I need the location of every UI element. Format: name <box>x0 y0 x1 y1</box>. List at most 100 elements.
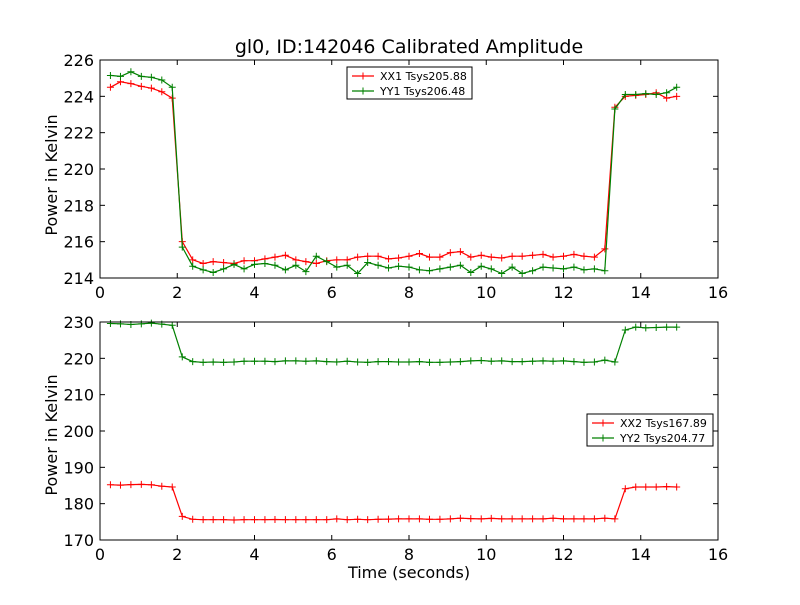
data-point <box>261 516 269 524</box>
data-point <box>302 258 310 266</box>
data-point <box>508 252 516 260</box>
data-point <box>549 253 557 261</box>
data-point <box>518 252 526 260</box>
y-tick-label: 224 <box>63 87 94 106</box>
data-point <box>292 516 300 524</box>
data-point <box>621 91 629 99</box>
data-point <box>539 515 547 523</box>
data-point <box>425 253 433 261</box>
data-point <box>116 72 124 80</box>
data-point <box>652 483 660 491</box>
data-point <box>611 358 619 366</box>
legend-entry-2: YY2 Tsys204.77 <box>592 432 705 445</box>
plot-top: 0 2 4 6 8 10 12 14 16 214 216 218 220 222 224 226 XX1 Ts… <box>63 51 728 302</box>
data-point <box>395 254 403 262</box>
x-tick-label: 8 <box>404 283 414 302</box>
data-point <box>518 269 526 277</box>
data-point <box>271 253 279 261</box>
data-point <box>395 262 403 270</box>
data-point <box>158 482 166 490</box>
data-point <box>106 83 114 91</box>
data-point <box>446 515 454 523</box>
x-tick-label: 12 <box>553 283 573 302</box>
x-axis-label: Time (seconds) <box>347 563 470 582</box>
series-line <box>110 322 677 363</box>
data-point <box>385 515 393 523</box>
data-point <box>199 516 207 524</box>
y-tick-label: 226 <box>63 51 94 70</box>
x-tick-label: 10 <box>476 283 496 302</box>
data-point <box>333 256 341 264</box>
data-point <box>508 358 516 366</box>
data-point <box>436 265 444 273</box>
legend: XX2 Tsys167.89 YY2 Tsys204.77 <box>586 413 714 447</box>
y-axis-label-top: Power in Kelvin <box>42 114 61 235</box>
data-point <box>425 515 433 523</box>
data-point <box>364 358 372 366</box>
data-point <box>240 257 248 265</box>
data-point <box>292 357 300 365</box>
data-point <box>446 249 454 257</box>
data-point <box>456 248 464 256</box>
data-point <box>323 258 331 266</box>
data-point <box>354 253 362 261</box>
data-point <box>220 265 228 273</box>
data-point <box>385 255 393 263</box>
data-point <box>158 88 166 96</box>
data-point <box>147 84 155 92</box>
data-point <box>580 252 588 260</box>
data-point <box>673 92 681 100</box>
data-point <box>312 259 320 267</box>
data-point <box>127 481 135 489</box>
data-point <box>281 266 289 274</box>
data-point <box>446 358 454 366</box>
data-point <box>415 358 423 366</box>
data-point <box>374 261 382 269</box>
data-point <box>106 319 114 327</box>
data-point <box>456 261 464 269</box>
data-point <box>147 73 155 81</box>
data-point <box>467 269 475 277</box>
data-point <box>498 269 506 277</box>
x-tick-label: 16 <box>708 283 728 302</box>
legend-frame <box>346 66 473 100</box>
data-point <box>209 358 217 366</box>
data-point <box>570 263 578 271</box>
data-point <box>374 252 382 260</box>
data-point <box>446 263 454 271</box>
data-point <box>467 357 475 365</box>
data-point <box>425 358 433 366</box>
data-point <box>580 266 588 274</box>
data-point <box>178 512 186 520</box>
y-tick-label: 200 <box>63 422 94 441</box>
data-point <box>498 357 506 365</box>
data-point <box>621 326 629 334</box>
data-point <box>498 515 506 523</box>
series-1 <box>106 78 681 267</box>
y-tick-label: 170 <box>63 531 94 550</box>
y-tick-label: 222 <box>63 124 94 143</box>
x-tick-label: 2 <box>172 545 182 564</box>
legend-label: XX1 Tsys205.88 <box>380 70 467 83</box>
data-point <box>436 253 444 261</box>
data-point <box>385 264 393 272</box>
data-point <box>281 357 289 365</box>
x-tick-label: 2 <box>172 283 182 302</box>
data-point <box>199 259 207 267</box>
data-point <box>230 358 238 366</box>
data-point <box>673 483 681 491</box>
data-point <box>354 269 362 277</box>
y-tick-label: 220 <box>63 160 94 179</box>
data-point <box>642 324 650 332</box>
data-point <box>518 358 526 366</box>
data-point <box>292 261 300 269</box>
chart-title: gl0, ID:142046 Calibrated Amplitude <box>235 36 583 58</box>
data-point <box>178 243 186 251</box>
data-point <box>251 516 258 524</box>
data-point <box>539 263 547 271</box>
data-point <box>508 515 516 523</box>
x-tick-label: 4 <box>249 545 259 564</box>
data-point <box>539 357 547 365</box>
data-point <box>477 357 485 365</box>
data-point <box>168 83 176 91</box>
